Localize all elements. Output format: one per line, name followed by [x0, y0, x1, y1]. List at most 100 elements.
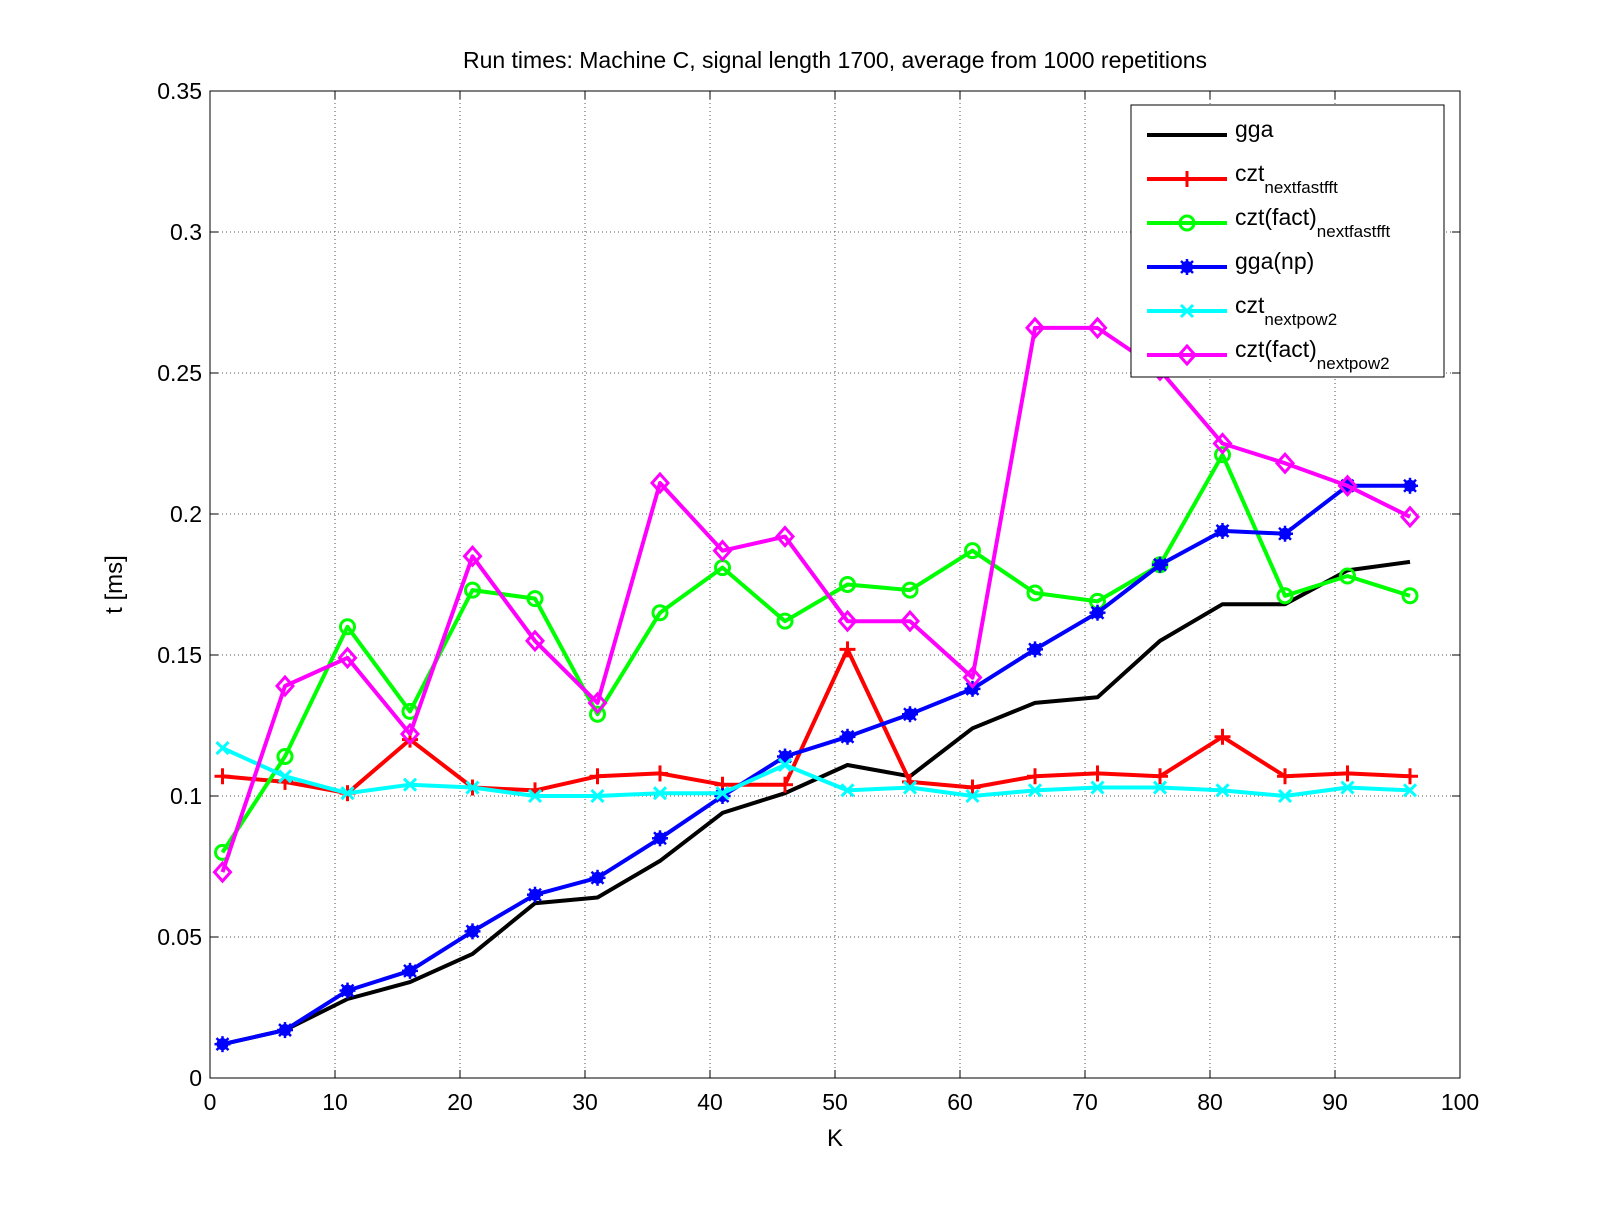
data-point — [402, 777, 418, 792]
data-point — [837, 609, 858, 633]
data-point — [590, 788, 605, 804]
data-point — [965, 788, 980, 804]
data-point — [649, 471, 671, 495]
data-point — [776, 612, 794, 630]
data-point — [840, 783, 855, 798]
data-point — [1277, 525, 1293, 542]
data-point — [277, 769, 293, 784]
y-tick-label: 0.3 — [170, 219, 202, 245]
data-point — [527, 886, 543, 903]
x-tick-label: 0 — [204, 1089, 217, 1115]
y-tick-label: 0.2 — [170, 501, 202, 527]
data-point — [337, 646, 358, 670]
data-point — [964, 779, 981, 796]
legend-entry: cztnextfastfft — [1147, 160, 1338, 197]
legend-marker — [1176, 343, 1198, 367]
data-point — [1214, 446, 1231, 464]
x-tick-label: 100 — [1441, 1089, 1479, 1115]
data-point — [587, 691, 608, 715]
data-point — [901, 581, 919, 599]
data-point — [899, 609, 921, 633]
data-point — [464, 923, 481, 940]
data-point — [1277, 788, 1293, 804]
series-5 — [212, 316, 1421, 884]
axis-ticks: 0 10 20 30 40 50 60 70 80 90 100 0 0.05 0.1 0.15 0.2 0.2… — [157, 78, 1479, 1115]
data-point — [589, 768, 606, 785]
chart-title: Run times: Machine C, signal length 1700… — [463, 47, 1207, 73]
data-point — [1152, 780, 1168, 795]
series-line — [220, 452, 1411, 854]
legend-entry: gga(np) — [1147, 248, 1314, 275]
data-point — [964, 680, 981, 697]
data-point — [651, 604, 669, 622]
legend-label: czt(fact)nextfastfft — [1235, 204, 1390, 241]
data-point — [1339, 765, 1356, 782]
data-point — [652, 830, 668, 847]
legend-entry: czt(fact)nextpow2 — [1147, 336, 1390, 373]
series-line — [222, 647, 1411, 796]
data-point — [1027, 641, 1043, 658]
data-point — [1277, 768, 1293, 785]
data-point — [464, 581, 481, 599]
legend-marker — [1179, 259, 1195, 275]
y-tick-label: 0.05 — [157, 924, 202, 950]
data-point — [1337, 474, 1358, 498]
data-point — [1027, 783, 1043, 798]
y-axis-label: t [ms] — [101, 555, 128, 614]
data-point — [774, 525, 796, 548]
x-tick-label: 60 — [947, 1089, 973, 1115]
legend-label: gga — [1235, 116, 1274, 142]
y-tick-label: 0 — [189, 1065, 202, 1091]
data-point — [526, 590, 544, 608]
data-point — [1152, 768, 1168, 785]
legend-label: cztnextpow2 — [1235, 292, 1337, 329]
data-point — [777, 748, 793, 765]
data-point — [1089, 765, 1106, 782]
data-point — [652, 786, 668, 801]
data-point — [527, 788, 543, 804]
data-point — [902, 706, 918, 723]
data-point — [1212, 432, 1233, 455]
data-point — [839, 728, 856, 745]
data-point — [1214, 522, 1231, 539]
data-point — [1152, 556, 1168, 573]
data-point — [1027, 768, 1043, 785]
data-point — [777, 776, 793, 793]
legend-marker — [1179, 303, 1195, 319]
legend-label: czt(fact)nextpow2 — [1235, 336, 1390, 373]
legend: gga cztnextfastfft czt(fact)nextfastfft gga… — [1130, 104, 1445, 378]
data-point — [1399, 505, 1421, 529]
data-point — [1402, 783, 1418, 798]
data-point — [839, 641, 856, 658]
data-point — [962, 666, 983, 689]
data-point — [214, 1036, 231, 1053]
series-line — [220, 325, 1411, 873]
data-point — [1339, 567, 1356, 585]
data-point — [524, 629, 546, 653]
data-point — [839, 576, 856, 593]
data-point — [712, 539, 733, 562]
data-point — [402, 962, 418, 979]
data-point — [399, 722, 421, 746]
data-point — [715, 786, 730, 801]
series-group — [212, 316, 1421, 1053]
x-tick-label: 10 — [322, 1089, 348, 1115]
data-point — [277, 1022, 293, 1039]
x-tick-label: 70 — [1072, 1089, 1098, 1115]
legend-entry: gga — [1147, 116, 1274, 142]
legend-marker — [1179, 171, 1195, 187]
y-tick-label: 0.1 — [170, 783, 202, 809]
x-tick-label: 80 — [1197, 1089, 1223, 1115]
series-line — [222, 483, 1410, 1047]
x-tick-label: 90 — [1322, 1089, 1348, 1115]
data-point — [652, 765, 668, 782]
series-line — [221, 746, 1411, 798]
x-tick-label: 50 — [822, 1089, 848, 1115]
y-tick-label: 0.35 — [157, 78, 202, 104]
data-point — [1090, 780, 1105, 795]
data-point — [1401, 587, 1419, 605]
data-point — [214, 768, 231, 785]
data-point — [462, 545, 483, 568]
